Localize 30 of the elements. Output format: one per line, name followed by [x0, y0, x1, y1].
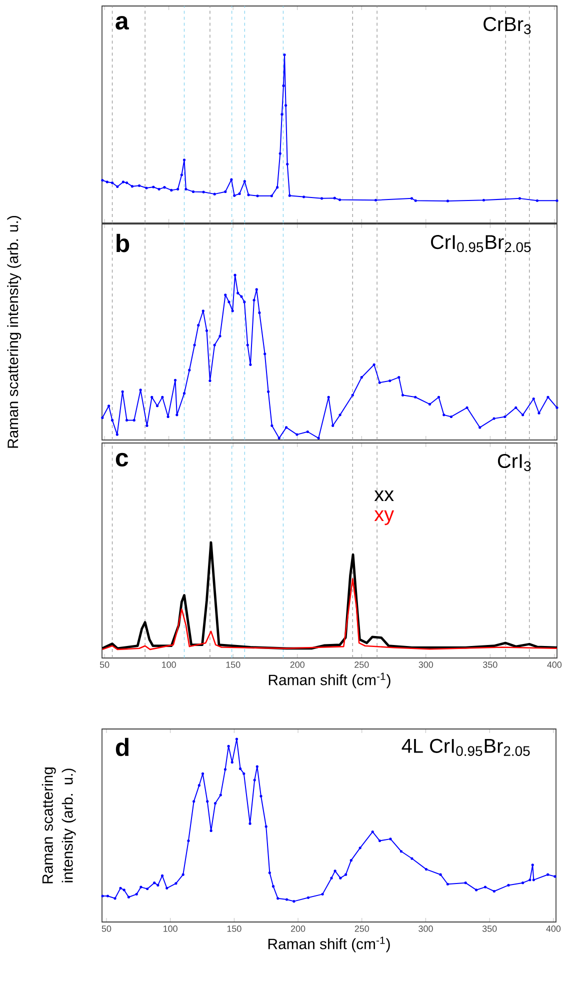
annotation: 4L CrI$_{0.95}$Br$_{2.05}$ [402, 738, 530, 756]
x-tick-label: 250 [354, 662, 369, 668]
x-tick-label: 50 [100, 662, 110, 668]
x-tick-label: 200 [290, 662, 304, 668]
x-tick-label: 150 [226, 662, 240, 668]
x-tick-label: 400 [547, 662, 562, 668]
x-tick-label: 50 [102, 926, 111, 932]
x-tick-label: 400 [546, 926, 560, 932]
text: b [116, 234, 130, 252]
text: xy [374, 510, 394, 526]
x-tick-label: 300 [418, 926, 433, 932]
text: CrI$_{3}$ [498, 454, 531, 472]
y-axis-title: Raman scattering intensity (arb. u.) [7, 216, 22, 448]
text: CrBr$_{3}$ [483, 17, 531, 34]
x-tick-label: 350 [482, 926, 497, 932]
x-tick-label: 350 [482, 662, 498, 668]
text: a [116, 16, 129, 30]
y-axis-title: Raman scattering intensity (arb. u.) [42, 768, 76, 884]
x-tick-label: 300 [418, 662, 433, 668]
x-tick-label: 200 [290, 926, 306, 932]
annotation: d [116, 738, 128, 756]
x-axis-title: Raman shift (cm$^{-1}$) [268, 672, 390, 688]
x-tick-label: 250 [354, 926, 369, 932]
x-axis-title: Raman shift (cm$^{-1}$) [268, 936, 390, 952]
x-tick-label: 100 [162, 662, 176, 668]
x-tick-label: 150 [227, 926, 242, 932]
text: xx [374, 490, 394, 502]
x-tick-label: 100 [163, 926, 178, 932]
text: c [116, 452, 128, 467]
text: CrI$_{0.95}$Br$_{2.05}$ [430, 235, 531, 252]
